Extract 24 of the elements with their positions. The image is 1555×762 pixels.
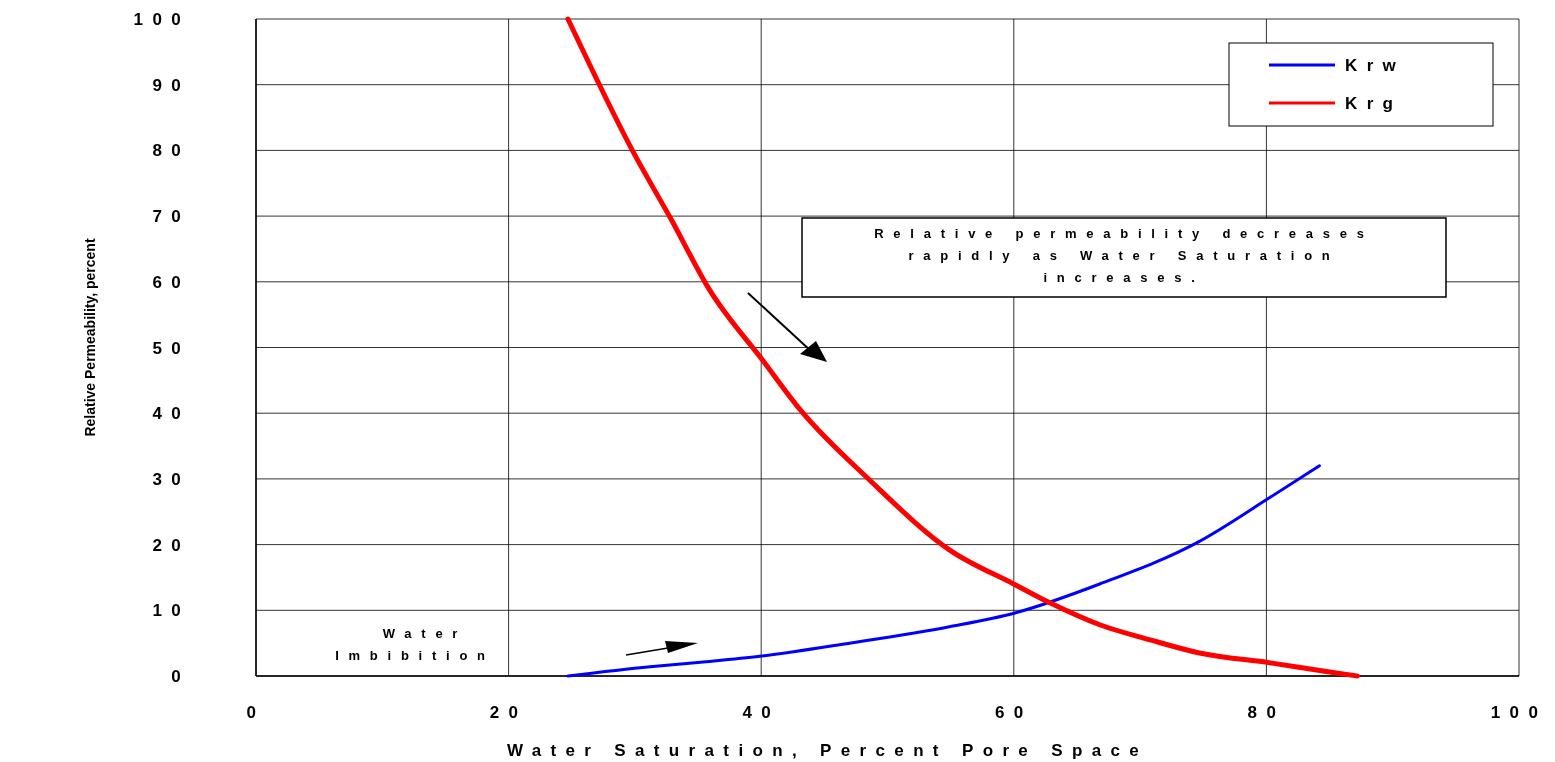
x-tick-label: 80	[1247, 703, 1286, 722]
y-axis-title: Relative Permeability, percent	[82, 238, 98, 437]
legend-label: Krw	[1345, 56, 1406, 75]
y-tick-label: 0	[171, 667, 190, 686]
y-tick-label: 40	[152, 404, 190, 424]
y-tick-label: 60	[152, 272, 190, 292]
x-tick-label: 60	[995, 703, 1033, 722]
x-tick-label: 100	[1490, 703, 1548, 722]
x-tick-label: 20	[489, 703, 528, 722]
annotation: Water Imbibition	[335, 626, 495, 663]
x-tick-label: 40	[742, 703, 780, 722]
legend-label: Krg	[1345, 94, 1403, 113]
line-series	[566, 464, 1321, 678]
y-tick-label: 90	[152, 75, 190, 95]
y-tick-label: 50	[152, 338, 190, 358]
y-tick-label: 30	[152, 469, 190, 489]
x-axis-title: Water Saturation, Percent Pore Space	[506, 741, 1149, 760]
y-tick-label: 70	[152, 207, 190, 227]
y-tick-label: 100	[133, 10, 190, 29]
y-tick-label: 80	[152, 141, 190, 161]
annotation: Relative permeability decreases rapidly as Water Saturation increases.	[874, 226, 1374, 285]
y-tick-label: 10	[152, 601, 190, 621]
y-tick-label: 20	[152, 535, 190, 555]
x-tick-label: 0	[246, 703, 266, 722]
